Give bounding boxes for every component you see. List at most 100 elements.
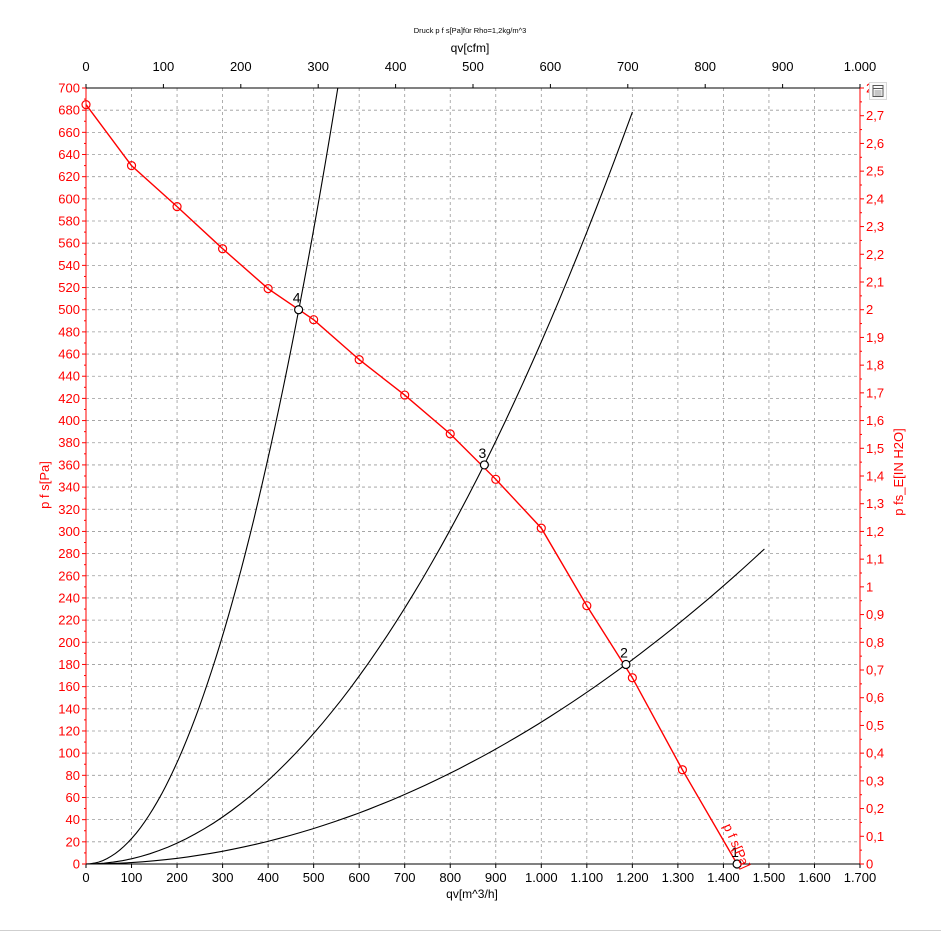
y-tick-label: 120 <box>58 723 80 738</box>
y-tick-label: 520 <box>58 280 80 295</box>
y2-tick-label: 0 <box>866 857 873 872</box>
y2-tick-label: 1,8 <box>866 358 884 373</box>
x-tick-label: 1.500 <box>753 870 786 885</box>
x-tick-label: 1.700 <box>844 870 877 885</box>
y-tick-label: 600 <box>58 191 80 206</box>
y-tick-label: 480 <box>58 324 80 339</box>
y2-tick-label: 0,1 <box>866 829 884 844</box>
x-tick-label: 400 <box>257 870 279 885</box>
x-tick-label: 1.000 <box>525 870 558 885</box>
fan-curve-line <box>85 104 738 865</box>
fan-curve-label: p f s[Pa] <box>720 821 753 871</box>
y-tick-label: 260 <box>58 568 80 583</box>
y-tick-label: 180 <box>58 657 80 672</box>
y-tick-label: 340 <box>58 480 80 495</box>
y-tick-label: 320 <box>58 502 80 517</box>
operating-point-label: 2 <box>620 644 628 660</box>
x-tick-label: 1.200 <box>616 870 649 885</box>
y-tick-label: 620 <box>58 169 80 184</box>
operating-point-label: 1 <box>731 844 739 860</box>
y2-tick-label: 0,3 <box>866 773 884 788</box>
operating-point-4 <box>294 305 304 315</box>
top-axis-title: qv[cfm] <box>451 41 490 55</box>
y-tick-label: 420 <box>58 391 80 406</box>
x2-tick-label: 400 <box>385 59 407 74</box>
system-curve-1 <box>85 87 339 865</box>
fan-curve-group <box>81 100 738 865</box>
grid-lines <box>86 88 860 864</box>
x2-tick-label: 300 <box>307 59 329 74</box>
y-tick-label: 280 <box>58 546 80 561</box>
y-tick-label: 560 <box>58 236 80 251</box>
y-tick-label: 680 <box>58 103 80 118</box>
fan-curve-marker <box>627 673 637 683</box>
right-axis-title: p fs_E[IN H2O] <box>891 428 906 515</box>
axes <box>82 84 864 868</box>
chart-title: Druck p f s[Pa]für Rho=1,2kg/m^3 <box>414 26 527 35</box>
fan-curve-marker <box>677 765 688 775</box>
y2-tick-label: 0,9 <box>866 607 884 622</box>
y2-tick-label: 2,3 <box>866 219 884 234</box>
fan-curve-marker <box>445 429 455 439</box>
y-tick-label: 240 <box>58 590 80 605</box>
fan-curve-marker <box>217 244 228 254</box>
table-icon <box>872 85 884 97</box>
y2-tick-label: 2,7 <box>866 108 884 123</box>
x-tick-label: 900 <box>485 870 507 885</box>
y-tick-label: 60 <box>66 790 80 805</box>
x-tick-label: 600 <box>348 870 370 885</box>
y-tick-label: 700 <box>58 81 80 96</box>
x-tick-label: 1.100 <box>571 870 604 885</box>
y2-tick-label: 1,2 <box>866 524 884 539</box>
fan-curve-marker <box>263 284 273 294</box>
operating-point-label: 4 <box>293 290 301 306</box>
x-tick-label: 700 <box>394 870 416 885</box>
x-tick-label: 100 <box>121 870 143 885</box>
y-tick-label: 460 <box>58 347 80 362</box>
x2-tick-label: 900 <box>772 59 794 74</box>
table-view-button[interactable] <box>869 82 887 100</box>
y-tick-label: 200 <box>58 635 80 650</box>
y-tick-label: 660 <box>58 125 80 140</box>
y2-tick-label: 1,3 <box>866 496 884 511</box>
bottom-axis-title: qv[m^3/h] <box>446 887 498 901</box>
y-tick-label: 80 <box>66 768 80 783</box>
y2-tick-label: 2,1 <box>866 275 884 290</box>
x-tick-label: 1.400 <box>707 870 740 885</box>
fan-curve-marker <box>81 100 91 110</box>
operating-point-label: 3 <box>478 445 486 461</box>
fan-curve-marker <box>172 202 182 212</box>
fan-curve-marker <box>126 161 137 171</box>
y2-tick-label: 2,4 <box>866 191 884 206</box>
y2-tick-label: 1,5 <box>866 441 884 456</box>
y-tick-label: 40 <box>66 812 80 827</box>
x-tick-label: 1.300 <box>662 870 695 885</box>
y2-tick-label: 2,6 <box>866 136 884 151</box>
x2-tick-label: 1.000 <box>844 59 877 74</box>
y-tick-label: 220 <box>58 613 80 628</box>
operating-point-2 <box>621 659 631 670</box>
fan-curve-marker <box>582 601 592 611</box>
x2-tick-label: 500 <box>462 59 484 74</box>
operating-point-1 <box>732 859 742 869</box>
y2-tick-label: 1,1 <box>866 552 884 567</box>
fan-curve-marker <box>536 523 546 533</box>
system-curves <box>85 87 765 865</box>
system-curve-2 <box>85 111 633 865</box>
x-tick-label: 500 <box>303 870 325 885</box>
fan-curve-marker <box>491 474 501 484</box>
y-tick-label: 20 <box>66 834 80 849</box>
fan-curve-marker <box>354 355 364 365</box>
x2-tick-label: 0 <box>82 59 89 74</box>
y2-tick-label: 1,6 <box>866 413 884 428</box>
fan-curve-marker <box>400 390 410 400</box>
y-tick-label: 580 <box>58 214 80 229</box>
operating-points <box>294 305 742 869</box>
y2-tick-label: 1,9 <box>866 330 884 345</box>
system-curve-3 <box>85 548 765 865</box>
operating-point-3 <box>479 460 489 470</box>
fan-curve-marker <box>309 315 319 325</box>
y2-tick-label: 1,7 <box>866 385 884 400</box>
x2-tick-label: 200 <box>230 59 252 74</box>
